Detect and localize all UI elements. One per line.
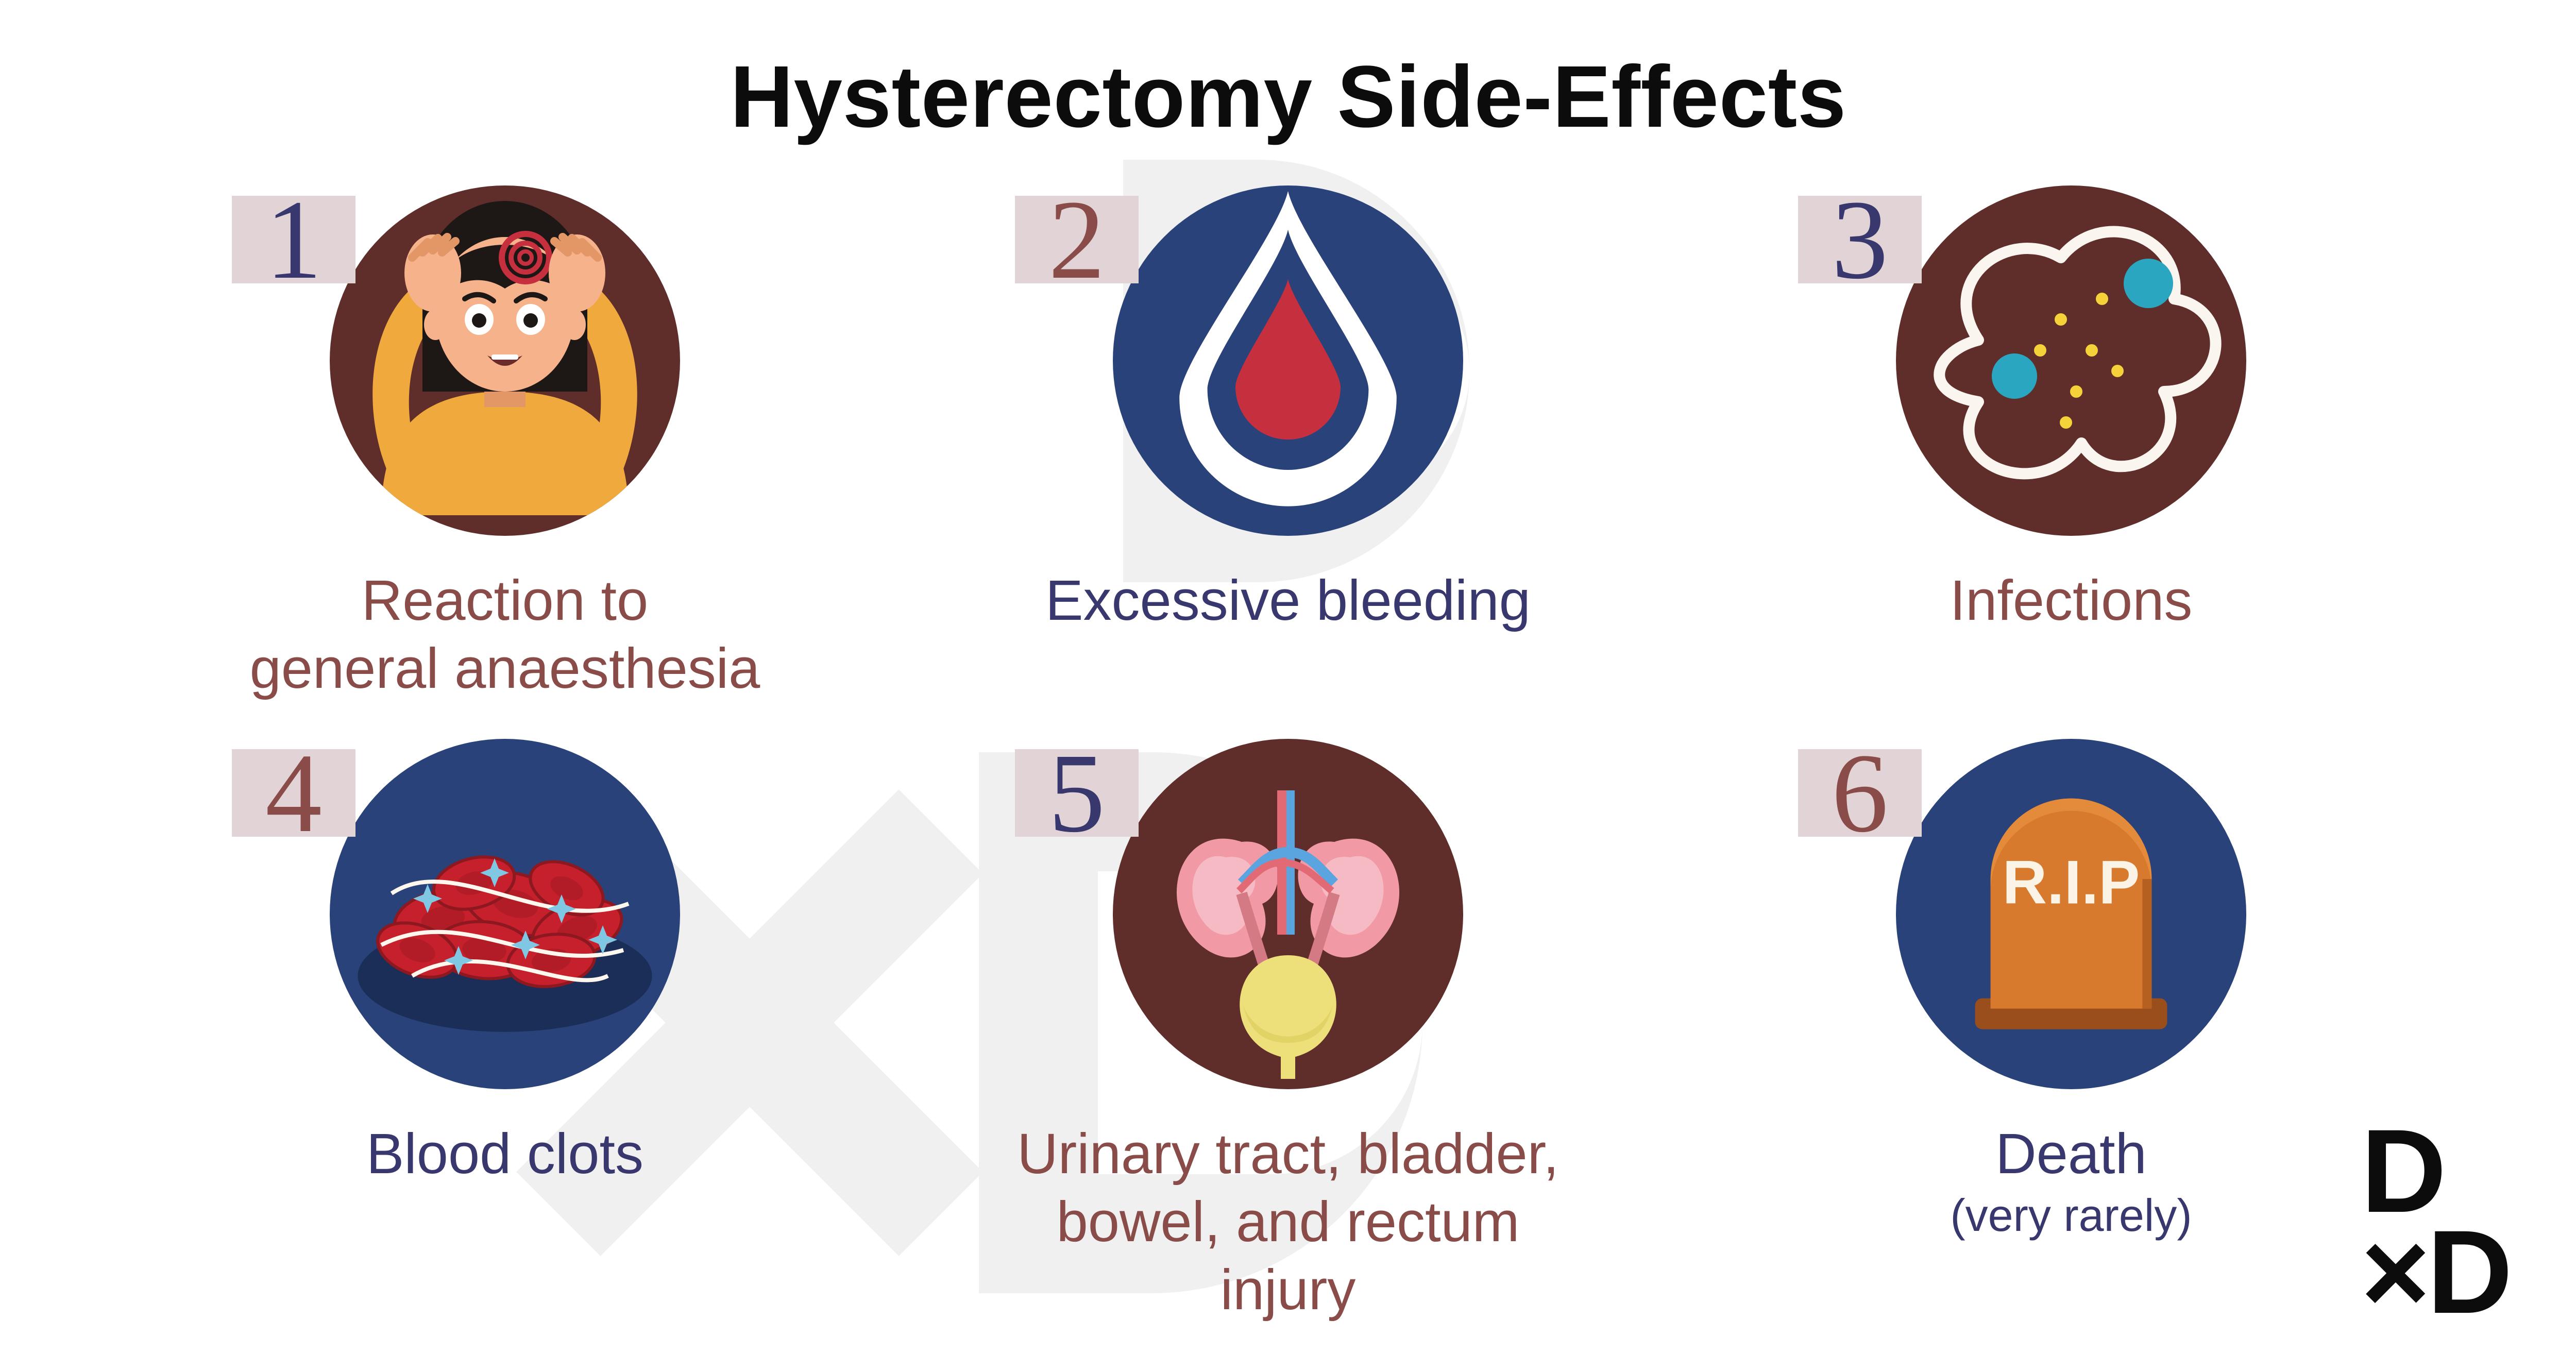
item-label: Infections [1950, 567, 2193, 635]
infographic-canvas: Hysterectomy Side-Effects 1 Reaction tog… [0, 0, 2576, 1353]
item-label: Blood clots [366, 1120, 643, 1188]
item-4: 4 [149, 739, 860, 1324]
item-number: 4 [232, 749, 355, 837]
blood_drop-icon [1113, 185, 1463, 536]
item-circle-wrap: 1 [330, 185, 680, 536]
item-number: 5 [1015, 749, 1139, 837]
item-label: Urinary tract, bladder,bowel, and rectum… [990, 1120, 1586, 1324]
item-circle [1113, 739, 1463, 1089]
anaesthesia-icon [330, 185, 680, 536]
item-label: Excessive bleeding [1045, 567, 1531, 635]
tombstone-icon: R.I.P [1896, 739, 2246, 1089]
microbe-icon [1896, 185, 2246, 536]
item-circle-wrap: 6R.I.P [1896, 739, 2246, 1089]
logo-x: × [2361, 1222, 2427, 1323]
item-label: Death(very rarely) [1950, 1120, 2192, 1243]
item-1: 1 Reaction togeneral anaesthesia [149, 185, 860, 703]
item-number: 6 [1798, 749, 1922, 837]
dxd-logo: D ×D [2361, 1121, 2510, 1322]
item-number: 1 [232, 196, 355, 283]
item-6: 6R.I.PDeath(very rarely) [1716, 739, 2427, 1324]
urinary-icon [1113, 739, 1463, 1089]
item-circle [1113, 185, 1463, 536]
item-circle-wrap: 2 [1113, 185, 1463, 536]
item-label: Reaction togeneral anaesthesia [250, 567, 760, 703]
item-circle-wrap: 3 [1896, 185, 2246, 536]
svg-text:R.I.P: R.I.P [2003, 848, 2140, 917]
item-5: 5 Urinary tract, bladder,bowel, and rect… [933, 739, 1643, 1324]
logo-d2: D [2427, 1222, 2510, 1323]
item-2: 2 Excessive bleeding [933, 185, 1643, 703]
item-3: 3 Infections [1716, 185, 2427, 703]
page-title: Hysterectomy Side-Effects [0, 46, 2576, 147]
item-circle [1896, 185, 2246, 536]
item-circle [330, 739, 680, 1089]
clot-icon [330, 739, 680, 1089]
item-circle: R.I.P [1896, 739, 2246, 1089]
item-circle-wrap: 4 [330, 739, 680, 1089]
item-number: 2 [1015, 196, 1139, 283]
item-circle [330, 185, 680, 536]
item-number: 3 [1798, 196, 1922, 283]
item-sublabel: (very rarely) [1950, 1188, 2192, 1243]
items-grid: 1 Reaction togeneral anaesthesia 2 Excessi… [149, 185, 2427, 1319]
item-circle-wrap: 5 [1113, 739, 1463, 1089]
